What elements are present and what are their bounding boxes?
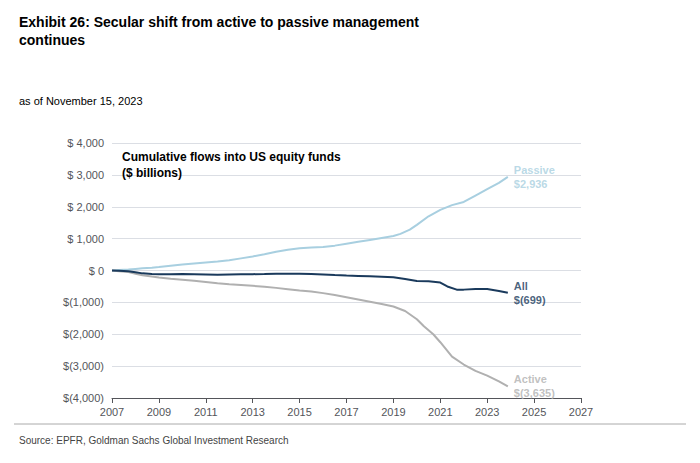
svg-text:$(3,000): $(3,000)	[63, 360, 104, 372]
svg-text:$(699): $(699)	[514, 294, 546, 306]
svg-text:2019: 2019	[381, 406, 405, 418]
svg-text:2007: 2007	[100, 406, 124, 418]
svg-text:Active: Active	[514, 373, 547, 385]
svg-text:continues: continues	[19, 32, 85, 48]
svg-text:$(2,000): $(2,000)	[63, 328, 104, 340]
svg-text:$2,936: $2,936	[514, 178, 548, 190]
svg-text:as of November 15, 2023: as of November 15, 2023	[19, 95, 143, 107]
svg-text:$ 4,000: $ 4,000	[67, 137, 104, 149]
svg-text:2027: 2027	[569, 406, 593, 418]
svg-text:Cumulative flows into US equit: Cumulative flows into US equity funds	[122, 150, 341, 164]
svg-text:Passive: Passive	[514, 164, 555, 176]
svg-text:$ 2,000: $ 2,000	[67, 201, 104, 213]
svg-text:$(1,000): $(1,000)	[63, 296, 104, 308]
svg-text:$(3,635): $(3,635)	[514, 387, 555, 399]
svg-text:$(4,000): $(4,000)	[63, 392, 104, 404]
svg-text:2009: 2009	[147, 406, 171, 418]
svg-text:2021: 2021	[428, 406, 452, 418]
svg-text:2011: 2011	[194, 406, 218, 418]
svg-text:2017: 2017	[334, 406, 358, 418]
svg-text:2015: 2015	[287, 406, 311, 418]
svg-text:All: All	[514, 280, 528, 292]
svg-text:Source: EPFR, Goldman Sachs Gl: Source: EPFR, Goldman Sachs Global Inves…	[19, 435, 289, 446]
svg-text:($ billions): ($ billions)	[122, 166, 182, 180]
svg-text:2013: 2013	[240, 406, 264, 418]
svg-text:$ 1,000: $ 1,000	[67, 233, 104, 245]
svg-text:2023: 2023	[475, 406, 499, 418]
svg-text:2025: 2025	[522, 406, 546, 418]
svg-text:$ 3,000: $ 3,000	[67, 169, 104, 181]
svg-text:$ 0: $ 0	[89, 265, 104, 277]
svg-text:Exhibit 26: Secular shift from: Exhibit 26: Secular shift from active to…	[19, 14, 419, 30]
